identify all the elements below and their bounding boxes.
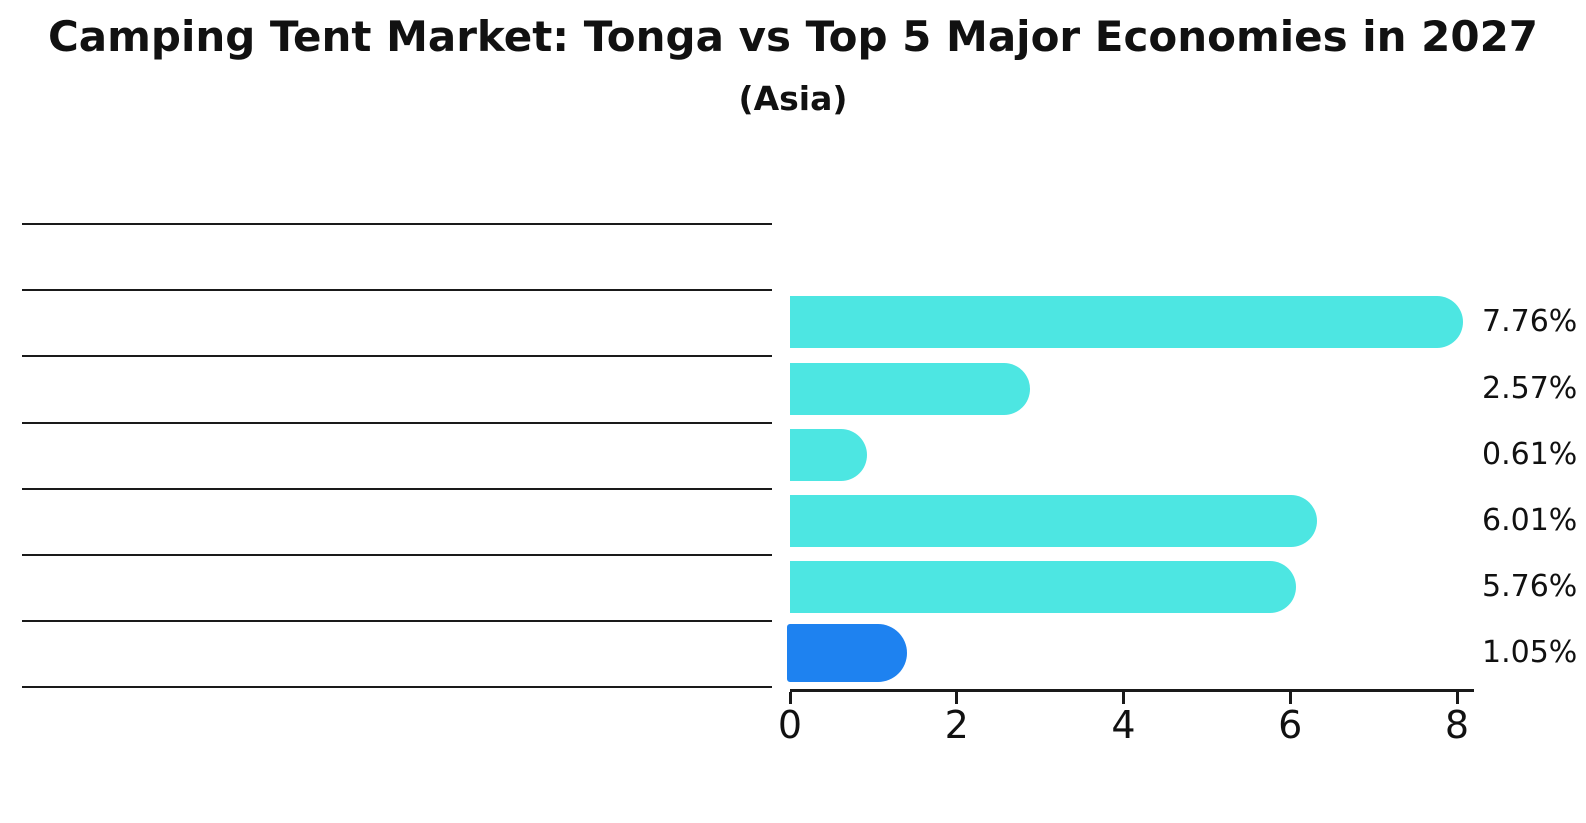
bar-tonga xyxy=(787,624,907,683)
table-row xyxy=(22,421,772,488)
bar-china xyxy=(790,296,1463,349)
bar-value-label: 1.05% xyxy=(1482,635,1578,671)
x-axis-tick-label: 2 xyxy=(944,703,969,747)
x-axis-tick-label: 0 xyxy=(777,703,803,747)
bar-value-label: 2.57% xyxy=(1482,370,1578,406)
x-axis-tick-label: 4 xyxy=(1111,703,1136,747)
table-row xyxy=(22,289,772,355)
chart-title: Camping Tent Market: Tonga vs Top 5 Majo… xyxy=(47,12,1539,61)
x-axis-tick xyxy=(1122,692,1125,704)
bar-japan xyxy=(790,428,867,481)
x-axis-tick xyxy=(1455,692,1459,704)
x-axis-tick-label: 6 xyxy=(1278,703,1303,747)
bar-value-label: 5.76% xyxy=(1482,569,1578,605)
bar-india xyxy=(790,362,1031,415)
country-table xyxy=(22,223,772,689)
table-row xyxy=(22,355,772,421)
chart-subtitle: (Asia) xyxy=(738,79,848,118)
table-row xyxy=(22,553,772,620)
bar-korea xyxy=(790,561,1297,614)
bar-australia xyxy=(790,494,1318,547)
x-axis-tick xyxy=(955,692,959,704)
table-header-row xyxy=(22,223,772,289)
x-axis-line xyxy=(790,689,1474,692)
bar-value-label: 0.61% xyxy=(1482,436,1578,472)
x-axis-tick xyxy=(1288,692,1292,704)
x-axis-tick-label: 8 xyxy=(1444,703,1470,747)
table-row xyxy=(22,620,772,686)
table-row xyxy=(22,487,772,554)
bar-value-label: 7.76% xyxy=(1482,304,1578,340)
x-axis-tick xyxy=(788,692,792,704)
bar-value-label: 6.01% xyxy=(1482,502,1578,538)
